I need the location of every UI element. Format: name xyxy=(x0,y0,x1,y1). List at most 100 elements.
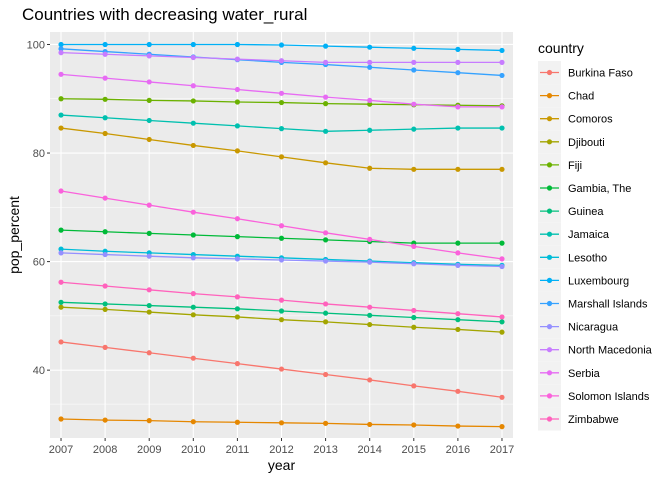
data-point-gambia-the xyxy=(146,230,152,236)
data-point-jamaica xyxy=(367,127,373,133)
data-point-burkina-faso xyxy=(58,339,64,345)
legend-label: Solomon Islands xyxy=(568,391,650,403)
data-point-fiji xyxy=(190,98,196,104)
data-point-north-macedonia xyxy=(234,56,241,62)
y-tick-label: 100 xyxy=(27,39,45,51)
data-point-luxembourg xyxy=(278,42,285,48)
data-point-solomon-islands xyxy=(411,243,417,249)
data-point-lesotho xyxy=(58,246,64,252)
data-point-djibouti xyxy=(367,321,373,328)
data-point-solomon-islands xyxy=(146,202,152,208)
data-point-serbia xyxy=(58,71,64,77)
data-point-serbia xyxy=(146,79,152,85)
legend-label: Jamaica xyxy=(568,229,610,241)
data-point-chad xyxy=(234,419,241,425)
data-point-north-macedonia xyxy=(58,50,64,56)
x-tick-label: 2007 xyxy=(49,444,73,456)
legend-label: North Macedonia xyxy=(568,345,653,357)
legend-item-burkina-faso: Burkina Faso xyxy=(538,61,633,84)
legend-label: Gambia, The xyxy=(568,183,631,195)
legend-key-point xyxy=(546,277,553,283)
legend-item-jamaica: Jamaica xyxy=(538,222,610,246)
legend-label: Serbia xyxy=(568,368,601,380)
data-point-north-macedonia xyxy=(499,59,505,65)
data-point-fiji xyxy=(367,101,373,107)
data-point-jamaica xyxy=(455,125,461,131)
legend-label: Lesotho xyxy=(568,252,607,264)
data-point-luxembourg xyxy=(411,45,417,51)
data-point-gambia-the xyxy=(234,234,241,240)
legend-item-marshall-islands: Marshall Islands xyxy=(538,292,648,315)
legend-label: Zimbabwe xyxy=(568,414,619,426)
legend-item-north-macedonia: North Macedonia xyxy=(538,338,653,362)
data-point-nicaragua xyxy=(322,258,329,264)
x-tick-label: 2010 xyxy=(181,444,205,456)
data-point-chad xyxy=(278,420,285,426)
data-point-north-macedonia xyxy=(411,59,417,65)
data-point-north-macedonia xyxy=(322,59,329,65)
data-point-serbia xyxy=(322,94,329,100)
data-point-jamaica xyxy=(278,126,285,132)
x-tick-label: 2008 xyxy=(93,444,117,456)
legend-label: Comoros xyxy=(568,114,613,126)
data-point-gambia-the xyxy=(58,227,64,233)
y-tick-label: 40 xyxy=(33,365,45,377)
data-point-chad xyxy=(455,423,461,429)
data-point-djibouti xyxy=(322,319,329,325)
data-point-djibouti xyxy=(190,312,196,318)
data-point-gambia-the xyxy=(322,237,329,243)
data-point-nicaragua xyxy=(411,261,417,267)
data-point-nicaragua xyxy=(278,257,285,263)
data-point-zimbabwe xyxy=(499,314,505,320)
data-point-comoros xyxy=(455,166,461,172)
legend-item-gambia-the: Gambia, The xyxy=(538,176,631,200)
data-point-serbia xyxy=(102,75,108,81)
legend-item-guinea: Guinea xyxy=(538,199,604,223)
data-point-chad xyxy=(58,416,64,422)
legend-key-point xyxy=(546,324,553,330)
data-point-comoros xyxy=(146,136,152,143)
legend-item-lesotho: Lesotho xyxy=(538,245,607,269)
data-point-jamaica xyxy=(146,117,152,124)
legend-label: Djibouti xyxy=(568,137,605,149)
series-points xyxy=(58,41,505,430)
x-tick-label: 2013 xyxy=(313,444,337,456)
data-point-zimbabwe xyxy=(190,291,196,297)
y-tick-label: 80 xyxy=(33,148,45,160)
legend-label: Guinea xyxy=(568,206,604,218)
data-point-solomon-islands xyxy=(102,195,108,201)
data-point-north-macedonia xyxy=(278,58,285,64)
legend-key-point xyxy=(546,393,553,399)
x-tick-label: 2015 xyxy=(402,444,426,456)
data-point-gambia-the xyxy=(102,229,108,235)
data-point-solomon-islands xyxy=(322,230,329,236)
legend-key-point xyxy=(546,416,553,422)
data-point-gambia-the xyxy=(190,232,196,238)
data-point-comoros xyxy=(190,142,196,149)
data-point-djibouti xyxy=(234,314,241,320)
data-point-north-macedonia xyxy=(102,51,108,57)
data-point-comoros xyxy=(367,165,373,171)
data-point-chad xyxy=(367,421,373,428)
legend-item-fiji: Fiji xyxy=(538,153,582,177)
data-point-comoros xyxy=(499,166,505,172)
data-point-marshall-islands xyxy=(411,67,417,73)
data-point-zimbabwe xyxy=(278,297,285,303)
data-point-fiji xyxy=(234,99,241,105)
y-axis-title: pop_percent xyxy=(6,196,22,274)
legend-label: Fiji xyxy=(568,160,582,172)
data-point-comoros xyxy=(58,125,64,131)
data-point-guinea xyxy=(190,304,196,310)
data-point-guinea xyxy=(455,317,461,323)
data-point-solomon-islands xyxy=(58,188,64,194)
legend-key-point xyxy=(546,185,553,191)
legend-key-point xyxy=(546,162,553,168)
data-point-north-macedonia xyxy=(190,54,196,61)
data-point-jamaica xyxy=(411,126,417,132)
y-tick-label: 60 xyxy=(33,257,45,269)
data-point-zimbabwe xyxy=(234,294,241,300)
data-point-nicaragua xyxy=(58,250,64,256)
legend-label: Marshall Islands xyxy=(568,299,648,311)
data-point-chad xyxy=(146,418,152,424)
